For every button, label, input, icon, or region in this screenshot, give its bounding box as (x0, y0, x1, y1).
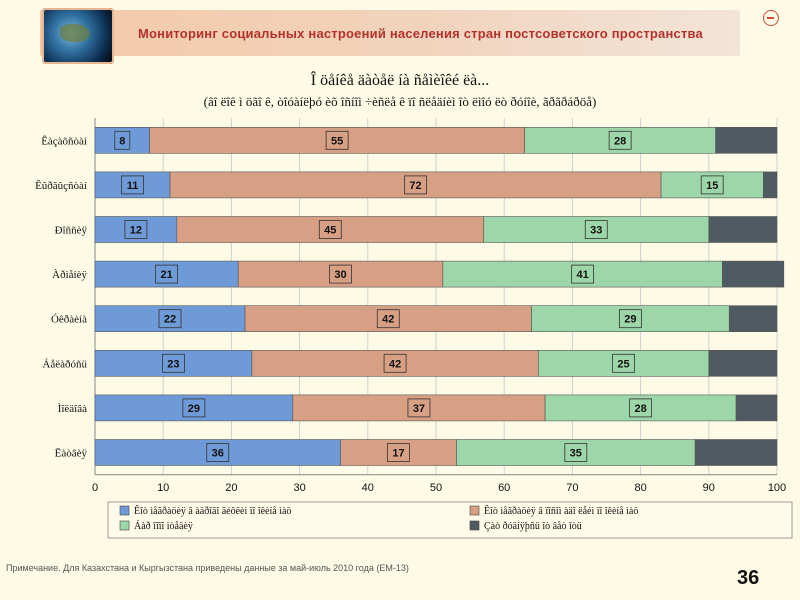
data-label: 28 (634, 403, 646, 415)
page-title: Мониторинг социальных настроений населен… (138, 26, 703, 41)
category-label: Êàçàõñòàí (41, 135, 87, 147)
bar-segment (722, 260, 785, 288)
x-tick-label: 30 (293, 482, 305, 494)
data-label: 30 (334, 269, 346, 281)
data-label: 33 (590, 225, 602, 237)
data-label-box (325, 130, 349, 150)
data-label-box (700, 175, 724, 195)
category-label: Óêðàèíà (51, 314, 87, 326)
data-label-box (162, 353, 185, 373)
data-label-box (564, 443, 588, 462)
data-label: 37 (413, 403, 425, 415)
category-label: Êûðãûçñòàí (35, 180, 87, 192)
data-label-box (618, 309, 642, 329)
data-label: 42 (389, 358, 401, 370)
data-label-box (182, 398, 206, 418)
x-tick-label: 10 (157, 482, 169, 494)
data-label: 8 (119, 135, 125, 147)
data-label-box (383, 353, 407, 373)
stacked-bar-chart: 0 10 20 30 40 50 60 70 80 90 100 Êàçàõñòàí 8 55 28 Êûðã… (35, 118, 793, 539)
data-label-box (404, 175, 427, 195)
data-label-box (608, 130, 632, 150)
data-label: 29 (624, 314, 636, 326)
data-label: 17 (392, 448, 404, 460)
globe-land-decoration (60, 24, 90, 42)
data-label: 23 (167, 358, 179, 370)
bar-segment (715, 127, 778, 154)
legend-label: Êîò ìåãðàöèÿ â ïîñîì àäî ëåéì ïî îêèíå ì… (484, 505, 638, 517)
data-label-box (318, 220, 342, 239)
data-label: 55 (331, 135, 343, 147)
category-label: Ðîññèÿ (55, 225, 88, 237)
category-label: Ëàòâèÿ (55, 448, 88, 460)
data-label: 45 (324, 225, 336, 237)
data-label-box (329, 264, 352, 284)
data-label: 35 (570, 448, 582, 460)
x-tick-label: 80 (634, 482, 646, 494)
bar-segment (735, 394, 778, 422)
x-tick-label: 100 (768, 482, 786, 494)
data-label-box (206, 443, 230, 462)
bar-segment (708, 216, 778, 243)
data-label-box (407, 398, 431, 418)
bar-segment (763, 171, 778, 199)
data-label-box (612, 353, 635, 373)
legend-swatch (469, 520, 480, 531)
legend-swatch (119, 505, 130, 516)
data-label: 28 (614, 135, 626, 147)
bar-segment (708, 349, 778, 377)
data-label-box (387, 443, 410, 462)
data-label-box (124, 220, 148, 239)
minus-circle-icon[interactable] (763, 10, 779, 26)
chart-subtitle: (âî ëîê ì öãî ê, òîóàíëþó èõ îñíîì ÷èñëå… (203, 94, 597, 109)
data-label-box (114, 130, 131, 150)
data-label: 42 (382, 314, 394, 326)
legend-swatch (469, 505, 480, 516)
x-tick-label: 60 (498, 482, 510, 494)
data-label: 41 (577, 269, 589, 281)
data-label: 29 (188, 403, 200, 415)
data-label: 36 (212, 448, 224, 460)
data-label-box (121, 175, 144, 195)
x-tick-label: 70 (566, 482, 578, 494)
x-tick-label: 90 (703, 482, 715, 494)
chart-title: Î öåíêå äàòåë íà ñåìèîêé ëà... (310, 72, 490, 89)
bar-segment (728, 305, 778, 333)
bar-segment (694, 439, 778, 466)
data-label: 21 (160, 269, 172, 281)
data-label: 72 (409, 180, 421, 192)
legend-label: Áàð îîïî ìòåäèÿ (134, 520, 193, 532)
legend-box (107, 501, 793, 539)
legend-label: Êîò ìåãðàöèÿ â àäðîãî ãéôëèì ïî îêèíå ìà… (134, 505, 291, 517)
x-tick-label: 50 (430, 482, 442, 494)
page-number: 36 (737, 567, 760, 589)
category-label: Áåëàðóñü (42, 358, 87, 370)
data-label-box (584, 220, 608, 239)
category-label: Àðìåíèÿ (52, 269, 87, 281)
x-tick-label: 40 (362, 482, 374, 494)
data-label: 12 (130, 225, 142, 237)
data-label: 25 (617, 358, 629, 370)
data-label-box (571, 264, 595, 284)
legend-swatch (119, 520, 130, 531)
x-tick-label: 0 (92, 482, 98, 494)
footnote: Примечание. Для Казахстана и Кыргызстана… (6, 563, 409, 573)
data-label: 22 (164, 314, 176, 326)
x-tick-label: 20 (225, 482, 237, 494)
data-label-box (376, 309, 400, 329)
legend-label: Çàò ðóäíÿþñü îò âåò îòü (484, 521, 582, 532)
header-band (40, 10, 740, 56)
data-label-box (629, 398, 652, 418)
data-label-box (155, 264, 179, 284)
data-label: 11 (127, 180, 139, 192)
category-label: Ìîëäîâà (58, 403, 87, 415)
data-label-box (158, 309, 182, 329)
data-label: 15 (706, 180, 718, 192)
